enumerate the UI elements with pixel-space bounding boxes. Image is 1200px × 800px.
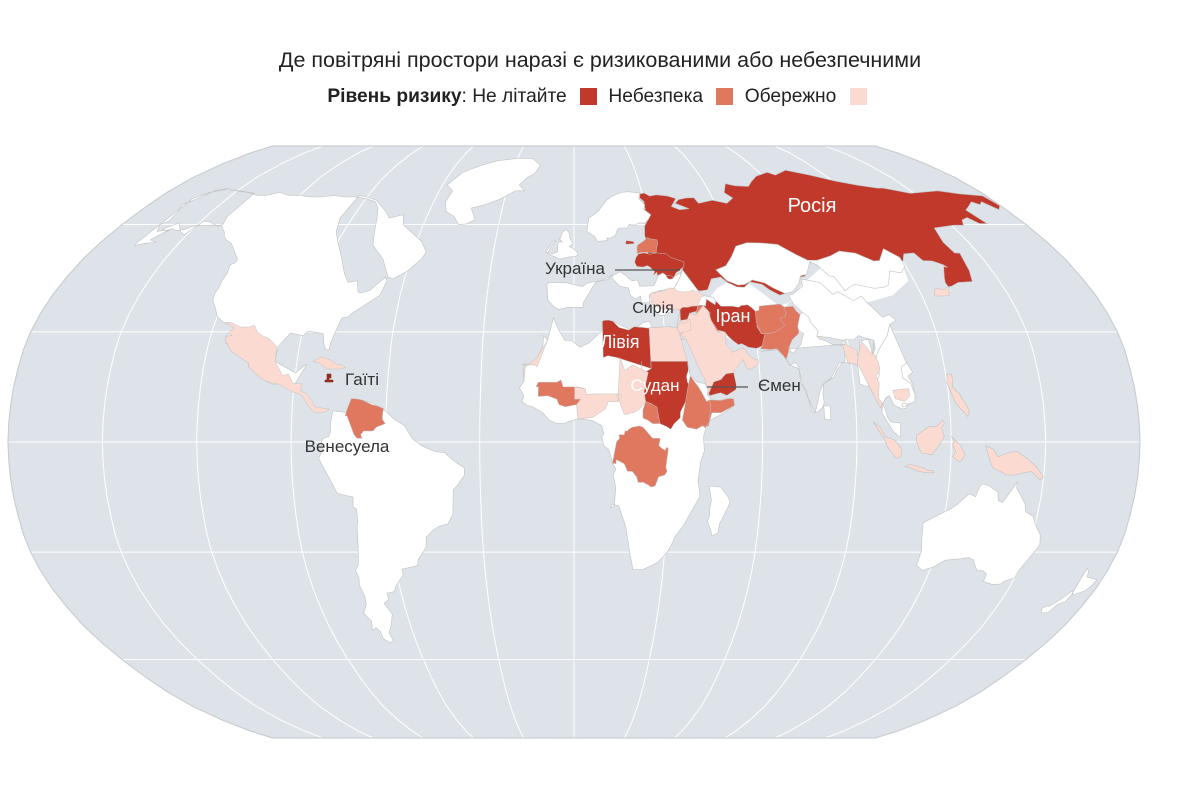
svg-text:Сирія: Сирія xyxy=(632,300,674,317)
svg-text:Іран: Іран xyxy=(716,306,751,326)
svg-text:Ємен: Ємен xyxy=(758,376,801,395)
svg-text:Лівія: Лівія xyxy=(600,332,639,352)
svg-text:Венесуела: Венесуела xyxy=(305,437,390,456)
svg-text:Гаїті: Гаїті xyxy=(345,370,379,389)
svg-text:Судан: Судан xyxy=(631,376,680,395)
svg-text:Україна: Україна xyxy=(545,259,605,278)
svg-text:Росія: Росія xyxy=(788,195,837,217)
